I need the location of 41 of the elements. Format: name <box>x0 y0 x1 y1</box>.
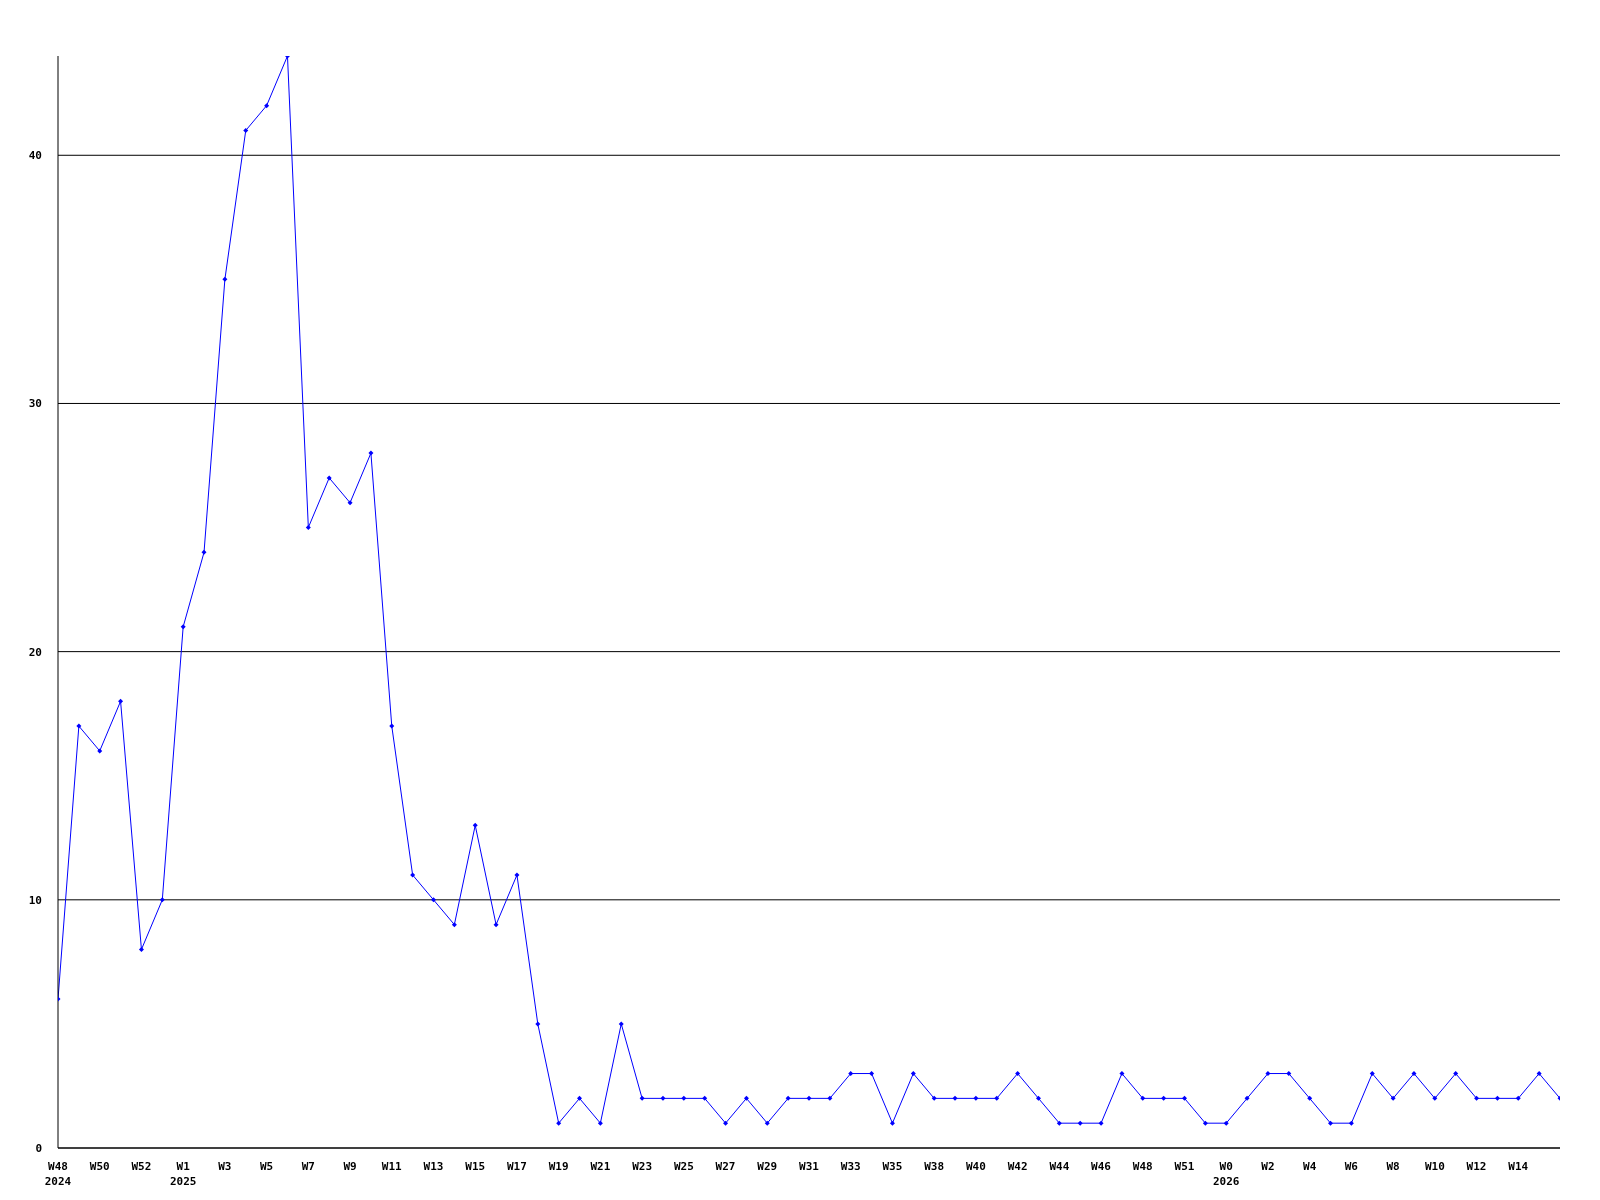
x-tick-label: W35 <box>882 1160 903 1173</box>
x-tick-label: W40 <box>965 1160 986 1173</box>
y-tick-label: 10 <box>28 893 42 907</box>
x-tick-label: W44 <box>1049 1160 1070 1173</box>
x-tick-label: W11 <box>381 1160 403 1173</box>
x-tick-label: W31 <box>799 1160 820 1173</box>
x-tick-label: W48 2024 <box>44 1160 72 1188</box>
x-tick-label: W50 <box>89 1160 110 1173</box>
x-tick-label: W0 2026 <box>1212 1160 1240 1188</box>
y-tick-label: 0 <box>35 1141 42 1155</box>
x-tick-label: W42 <box>1007 1160 1028 1173</box>
x-tick-label: W9 <box>343 1160 357 1173</box>
x-tick-label: W1 2025 <box>169 1160 197 1188</box>
x-tick-label: W6 <box>1344 1160 1359 1173</box>
x-tick-label: W23 <box>632 1160 653 1173</box>
x-tick-label: W48 <box>1132 1160 1153 1173</box>
x-tick-label: W5 <box>259 1160 274 1173</box>
y-tick-label: 30 <box>28 397 42 411</box>
x-tick-label: W3 <box>218 1160 232 1173</box>
y-tick-label: 20 <box>28 645 42 659</box>
x-tick-label: W15 <box>465 1160 486 1173</box>
x-tick-label: W7 <box>301 1160 315 1173</box>
x-tick-label: W4 <box>1303 1160 1317 1173</box>
x-tick-label: W46 <box>1091 1160 1112 1173</box>
x-tick-label: W2 <box>1261 1160 1275 1173</box>
x-tick-label: W52 <box>131 1160 152 1173</box>
x-tick-label: W8 <box>1386 1160 1400 1173</box>
x-tick-label: W19 <box>548 1160 569 1173</box>
x-tick-label: W21 <box>590 1160 611 1173</box>
x-tick-label: W17 <box>507 1160 527 1173</box>
x-tick-label: W27 <box>715 1160 736 1173</box>
x-tick-label: W38 <box>924 1160 945 1173</box>
x-tick-label: W33 <box>840 1160 861 1173</box>
x-tick-label: W10 <box>1424 1160 1445 1173</box>
x-tick-label: W25 <box>673 1160 694 1173</box>
x-tick-label: W51 <box>1174 1160 1195 1173</box>
x-tick-label: W13 <box>423 1160 444 1173</box>
y-tick-label: 40 <box>28 149 42 163</box>
x-tick-label: W14 <box>1508 1160 1529 1173</box>
x-tick-label: W29 <box>757 1160 778 1173</box>
x-tick-label: W12 <box>1466 1160 1487 1173</box>
